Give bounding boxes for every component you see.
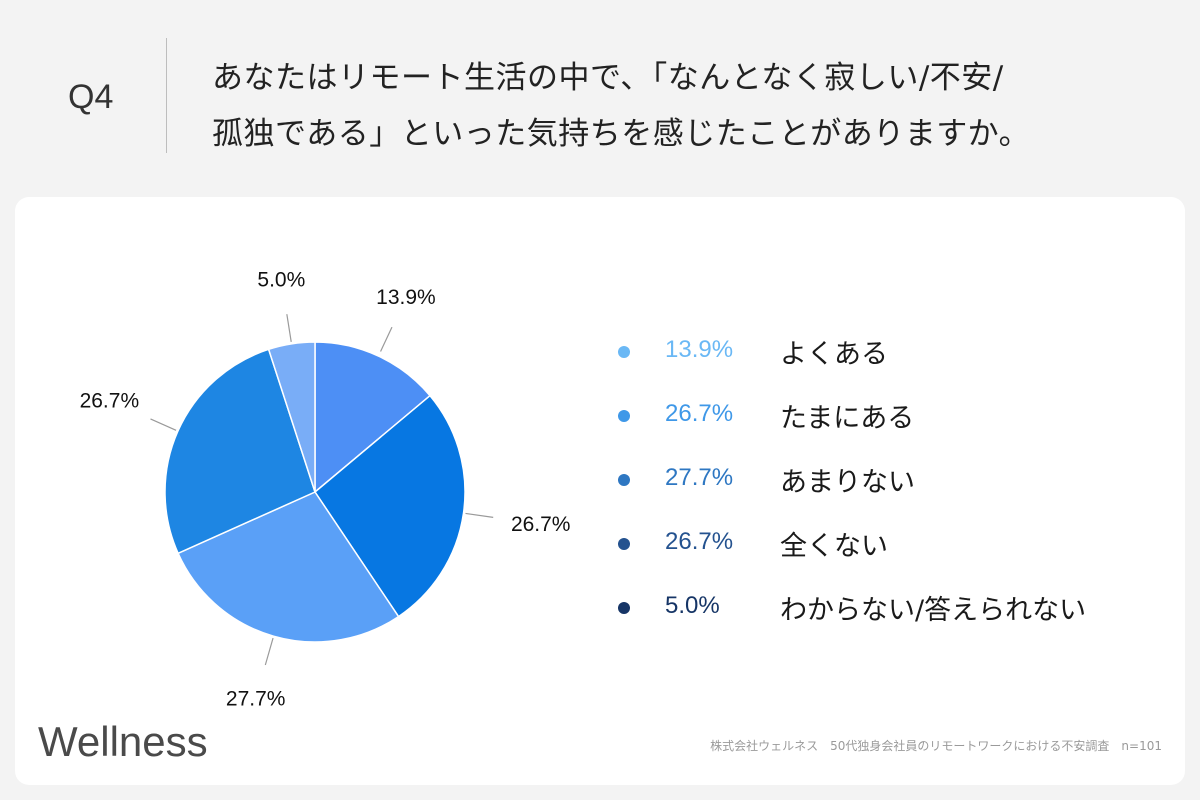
legend-dot-icon [618, 474, 630, 486]
legend-dot-icon [618, 538, 630, 550]
legend-label: たまにある [780, 403, 915, 434]
pie-leader-line-1 [380, 326, 393, 352]
wellness-logo: Wellness [38, 718, 208, 765]
header: Q4 あなたはリモート生活の中で、「なんとなく寂しい/不安/ 孤独である」といっ… [0, 0, 1200, 190]
pie-slice-2 [314, 394, 466, 618]
legend-value: 26.7% [665, 528, 734, 555]
legend-value: 5.0% [665, 592, 720, 619]
legend-value: 26.7% [665, 400, 734, 427]
pie-slice-4 [164, 348, 316, 555]
pie-data-label-3: 27.7% [226, 688, 286, 711]
legend-dot-icon [618, 346, 630, 358]
legend-label: 全くない [780, 531, 888, 562]
legend-item-4: 26.7% 全くない [605, 522, 1165, 586]
header-divider [166, 38, 167, 153]
legend-dot-icon [618, 410, 630, 422]
legend-label: わからない/答えられない [780, 595, 1087, 626]
legend-value: 27.7% [665, 464, 734, 491]
pie-data-label-5: 5.0% [257, 269, 305, 292]
question-line-2: 孤独である」といった気持ちを感じたことがありますか。 [212, 116, 1031, 152]
pie-slice-5 [267, 341, 316, 493]
legend-label: よくある [780, 339, 888, 370]
legend-item-5: 5.0% わからない/答えられない [605, 586, 1165, 650]
question-number: Q4 [68, 78, 114, 116]
pie-leader-line-5 [286, 314, 292, 342]
legend-item-1: 13.9% よくある [605, 330, 1165, 394]
pie-slice-1 [314, 341, 432, 494]
pie-data-label-1: 13.9% [376, 286, 436, 309]
legend-item-3: 27.7% あまりない [605, 458, 1165, 522]
legend-value: 13.9% [665, 336, 734, 363]
question-text: あなたはリモート生活の中で、「なんとなく寂しい/不安/ 孤独である」といった気持… [212, 50, 1172, 162]
legend: 13.9% よくある 26.7% たまにある 27.7% あまりない 26.7% 全くない 5.… [605, 330, 1165, 650]
pie-slice-3 [177, 491, 400, 643]
pie-leader-line-2 [465, 512, 494, 518]
legend-label: あまりない [780, 467, 915, 498]
pie-leader-line-3 [264, 637, 274, 666]
legend-dot-icon [618, 602, 630, 614]
question-line-1: あなたはリモート生活の中で、「なんとなく寂しい/不安/ [212, 60, 1004, 96]
pie-data-label-4: 26.7% [80, 390, 140, 413]
legend-item-2: 26.7% たまにある [605, 394, 1165, 458]
footnote: 株式会社ウェルネス 50代独身会社員のリモートワークにおける不安調査 n=101 [710, 739, 1162, 753]
pie-data-label-2: 26.7% [511, 513, 571, 536]
pie-leader-line-4 [150, 418, 177, 431]
